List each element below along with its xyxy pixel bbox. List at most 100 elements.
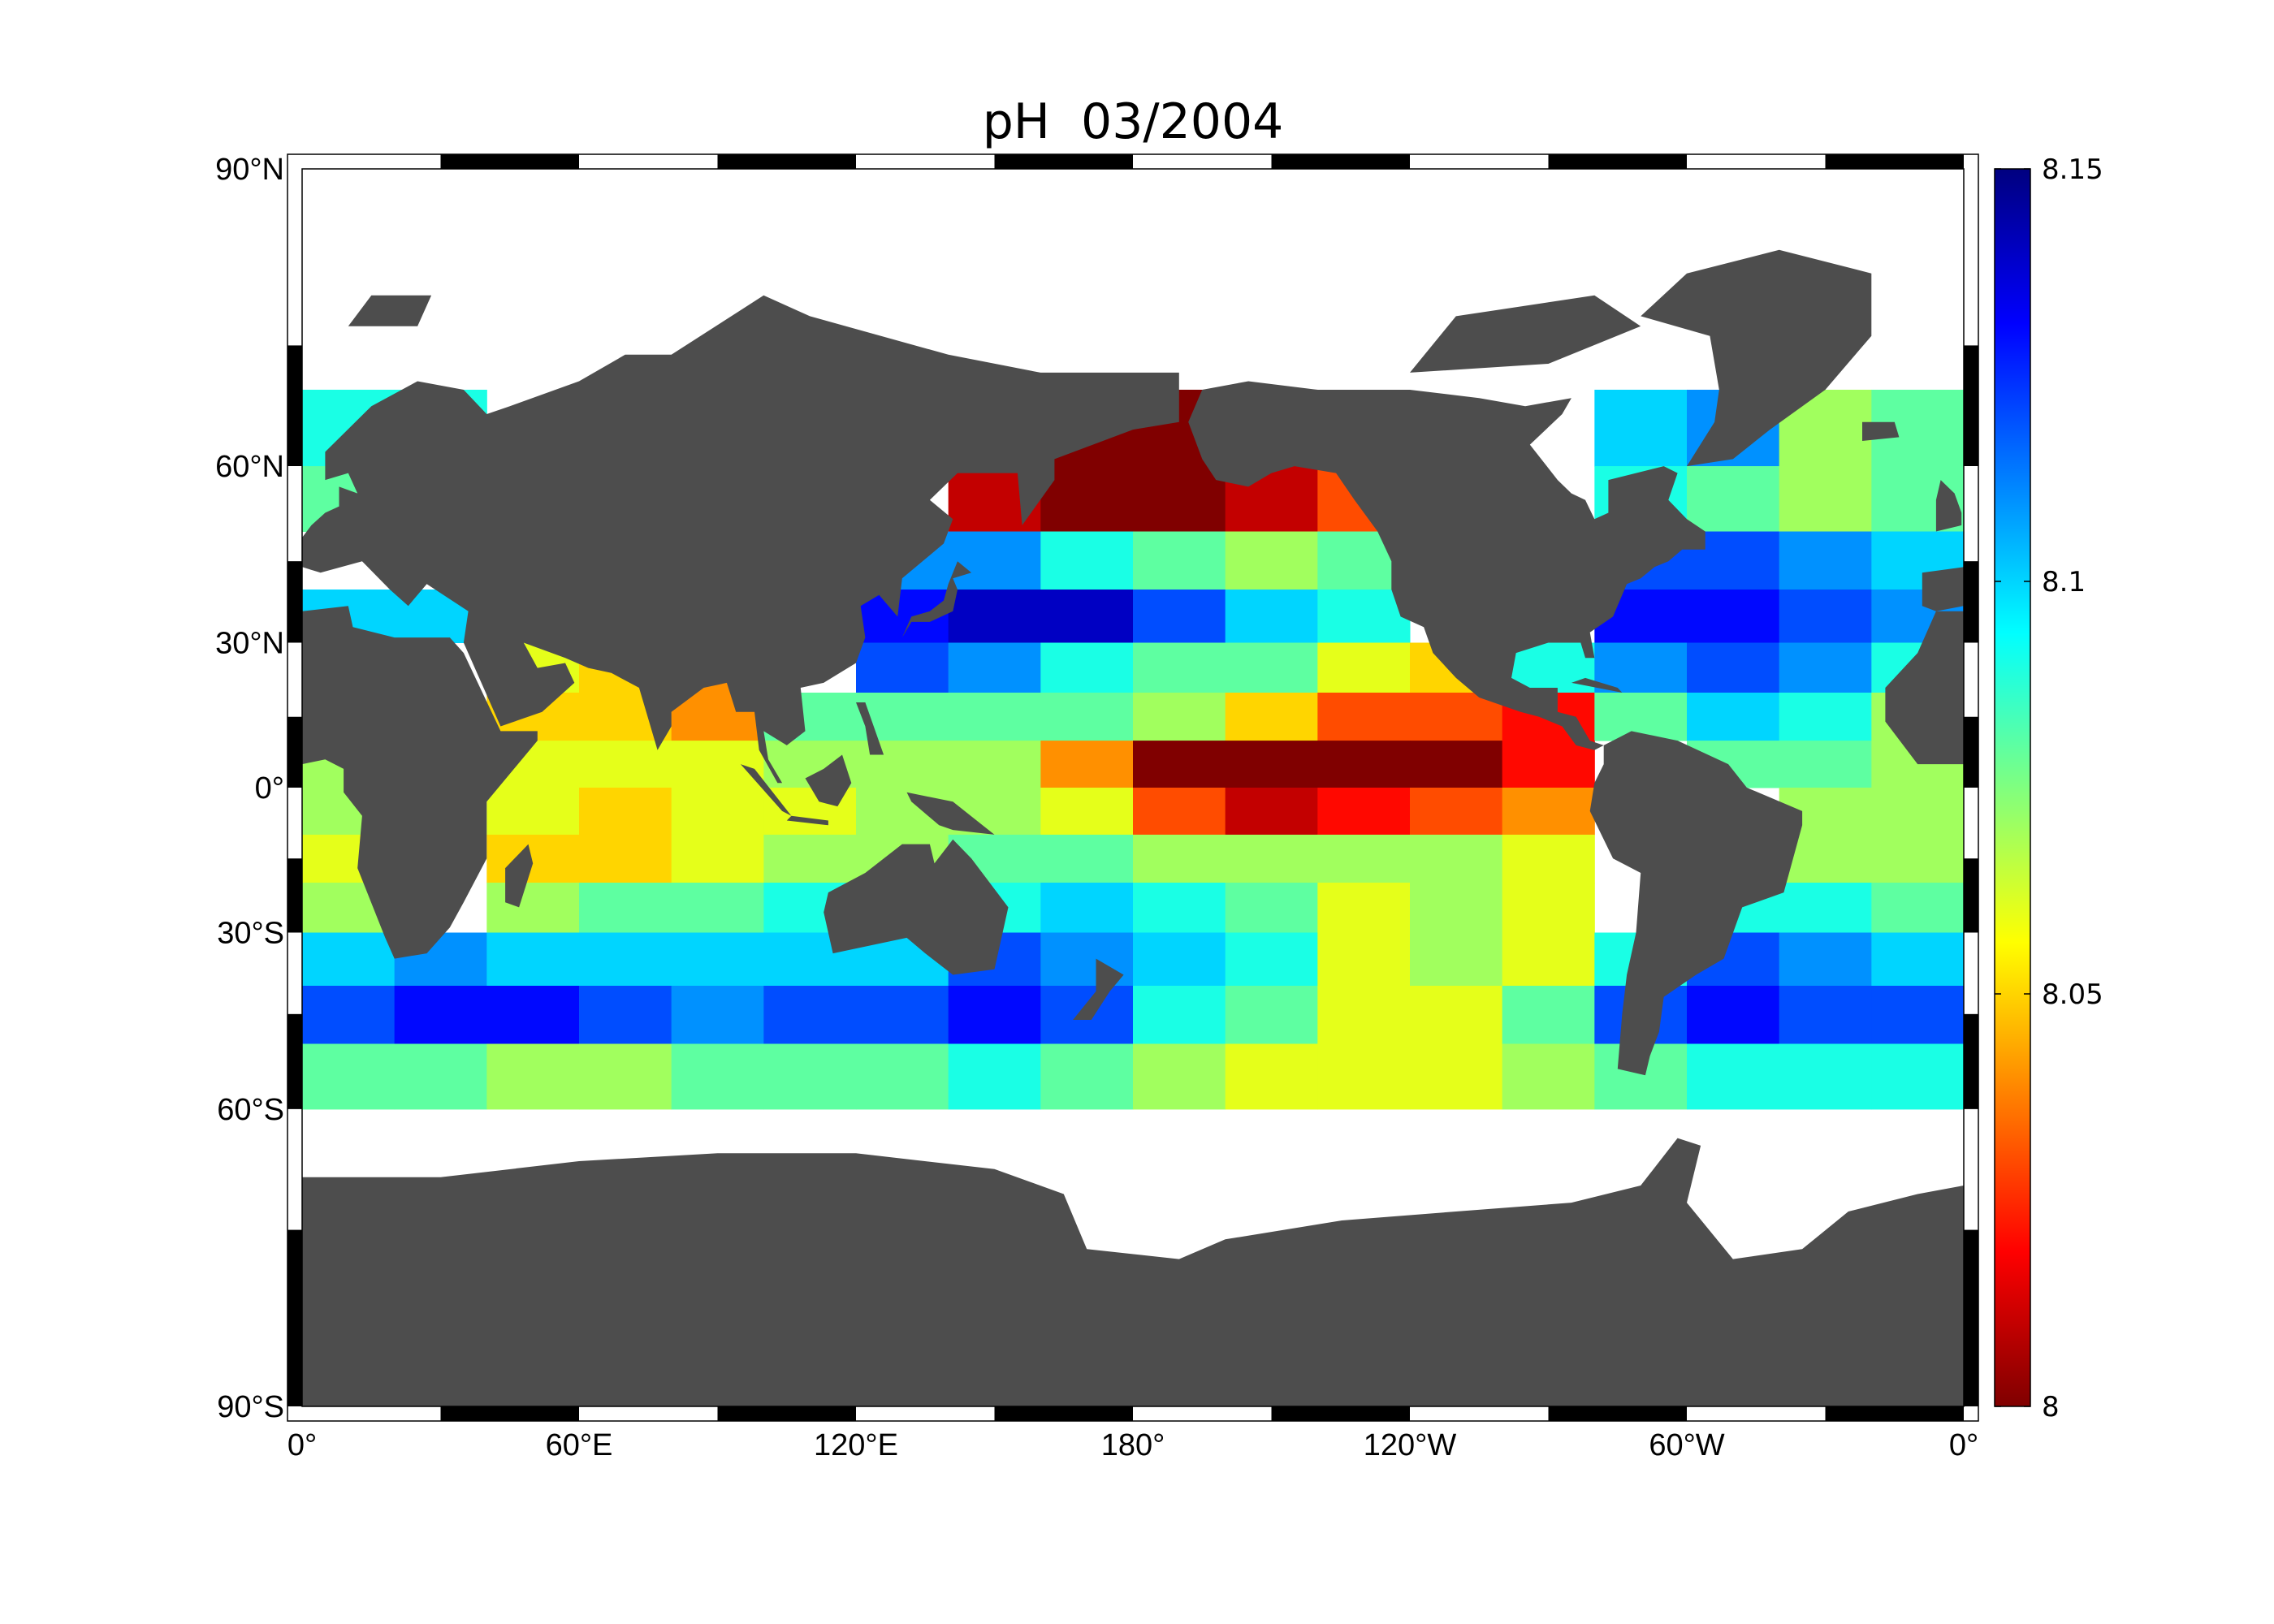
ph-cell (1225, 985, 1318, 1044)
ph-cell (1502, 985, 1595, 1044)
ph-cell (1410, 741, 1503, 788)
ph-cell (1779, 590, 1872, 643)
land (505, 844, 534, 908)
ph-cell (1040, 466, 1134, 533)
ph-cell (671, 883, 764, 934)
ph-cell (671, 834, 764, 883)
land (302, 1138, 1964, 1406)
ph-cell (1410, 1043, 1503, 1110)
ph-cell (948, 1043, 1041, 1110)
frame-band (1271, 154, 1410, 169)
land (805, 754, 852, 807)
ph-cell (579, 1043, 672, 1110)
land (348, 295, 432, 326)
ph-cell (1502, 741, 1595, 788)
x-tick-label: 0° (287, 1428, 317, 1462)
ph-cell (763, 985, 857, 1044)
ph-cell (1779, 932, 1872, 987)
ph-cell (671, 932, 764, 987)
ph-cell (1779, 642, 1872, 693)
land (1922, 567, 1964, 611)
ph-cell (486, 883, 580, 934)
x-tick-label: 0° (1949, 1428, 1978, 1462)
frame-band (287, 466, 302, 562)
frame-band (1825, 154, 1964, 169)
ph-cell (579, 883, 672, 934)
ph-cell (1225, 932, 1318, 987)
ph-cell (948, 531, 1041, 590)
ph-cell (763, 1043, 857, 1110)
colorbar-tick-label: 8.05 (2042, 978, 2103, 1011)
ph-cell (1133, 642, 1226, 693)
ph-cell (1317, 883, 1411, 934)
ph-cell (1871, 985, 1965, 1044)
ph-cell (1779, 531, 1872, 590)
ph-cell (1502, 834, 1595, 883)
land (302, 606, 538, 959)
ph-cell (948, 642, 1041, 693)
frame-band (994, 154, 1133, 169)
ph-cell (394, 1043, 487, 1110)
ph-cell (1133, 985, 1226, 1044)
ph-cell (1871, 932, 1965, 987)
ph-cell (1502, 788, 1595, 836)
ph-cell (856, 1043, 949, 1110)
frame-band (440, 154, 579, 169)
ph-cell (1040, 1043, 1134, 1110)
frame-band (1964, 932, 1978, 1014)
ph-cell (948, 741, 1041, 788)
land (740, 764, 792, 816)
colorbar-tick-label: 8.1 (2042, 566, 2086, 598)
y-tick-label: 90°S (217, 1390, 284, 1424)
frame-band (1964, 1229, 1978, 1406)
frame-band (1964, 466, 1978, 562)
x-tick-label: 60°W (1649, 1428, 1724, 1462)
frame-band (1964, 169, 1978, 346)
ph-cell (1594, 389, 1688, 467)
y-tick-label: 30°S (217, 917, 284, 951)
ph-cell (1040, 692, 1134, 741)
ph-cell (579, 834, 672, 883)
frame-band (1964, 1108, 1978, 1230)
frame-band (856, 154, 995, 169)
land (1410, 295, 1641, 373)
land (1188, 381, 1706, 750)
ph-cell (1133, 531, 1226, 590)
colorbar-tick-label: 8 (2042, 1391, 2060, 1423)
map-title: pH 03/2004 (983, 93, 1284, 150)
y-tick-label: 30°N (215, 626, 284, 660)
ph-cell (1317, 642, 1411, 693)
ph-cell (1410, 788, 1503, 836)
frame-band (1825, 1406, 1964, 1421)
ph-cell (1687, 590, 1780, 643)
ph-cell (579, 985, 672, 1044)
ph-cell (302, 1043, 396, 1110)
ph-cell (486, 985, 580, 1044)
ph-cell (1040, 788, 1134, 836)
frame-band (302, 154, 441, 169)
ph-cell (1871, 834, 1965, 883)
ph-cell (1133, 692, 1226, 741)
land (1641, 249, 1872, 467)
ph-cell (948, 590, 1041, 643)
ph-cell (1225, 1043, 1318, 1110)
ph-cell (1410, 883, 1503, 934)
ph-cell (948, 985, 1041, 1044)
frame-band (287, 642, 302, 717)
frame-band (287, 932, 302, 1014)
ph-cell (671, 741, 764, 788)
frame-band (1271, 1406, 1410, 1421)
ph-cell (1133, 741, 1226, 788)
ph-cell (1687, 692, 1780, 741)
ph-cell (948, 692, 1041, 741)
ph-cell (856, 642, 949, 693)
ph-cell (1317, 932, 1411, 987)
ph-cell (671, 1043, 764, 1110)
ph-cell (486, 834, 580, 883)
ph-cell (1779, 741, 1872, 788)
ph-cell (1317, 985, 1411, 1044)
land (1935, 480, 1962, 532)
frame-band (287, 345, 302, 467)
x-tick-label: 120°E (814, 1428, 898, 1462)
